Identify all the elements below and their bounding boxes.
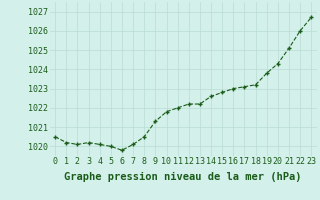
X-axis label: Graphe pression niveau de la mer (hPa): Graphe pression niveau de la mer (hPa) [64,172,302,182]
